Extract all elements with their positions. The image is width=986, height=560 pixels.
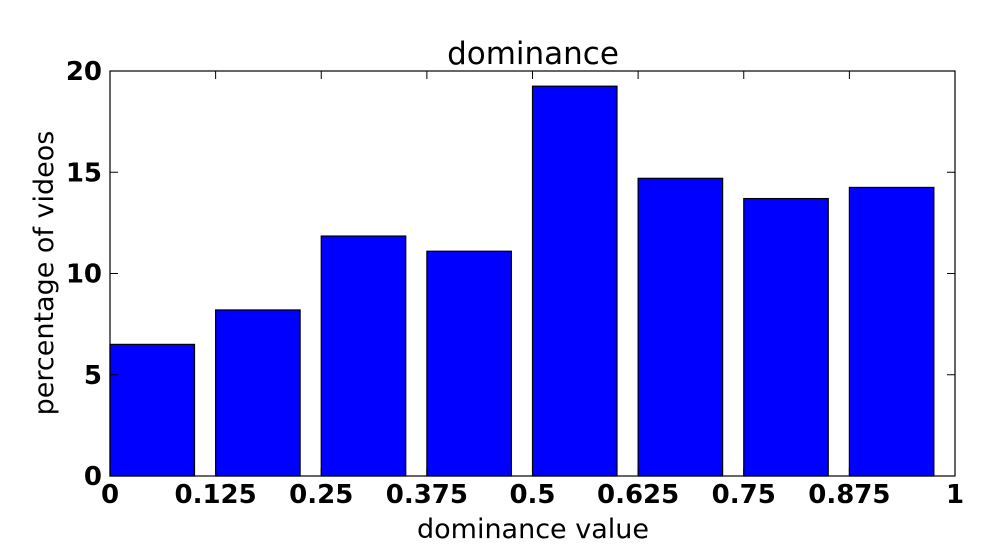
bar-7 (848, 186, 935, 477)
x-tick-label-0: 0 (101, 480, 119, 510)
chart-title: dominance (447, 36, 619, 72)
bars-group (109, 85, 935, 477)
y-tick-label-0: 0 (84, 462, 102, 492)
y-tick-label-1: 5 (84, 361, 102, 391)
bar-5 (637, 177, 724, 477)
bar-3 (426, 250, 512, 477)
bar-6 (743, 197, 829, 477)
x-tick-label-5: 0.625 (597, 480, 679, 510)
y-tick-label-4: 20 (66, 57, 102, 87)
x-tick-label-6: 0.75 (712, 480, 776, 510)
y-axis: 0 5 10 15 20 (66, 57, 955, 492)
bar-2 (320, 235, 407, 477)
bar-1 (215, 309, 301, 477)
x-tick-label-8: 1 (946, 480, 964, 510)
y-tick-label-2: 10 (66, 260, 102, 290)
x-tick-label-1: 0.125 (175, 480, 257, 510)
y-tick-label-3: 15 (66, 158, 102, 188)
x-tick-label-4: 0.5 (509, 480, 555, 510)
x-axis-label: dominance value (417, 514, 649, 545)
y-axis-label: percentage of videos (29, 131, 60, 416)
x-axis: 0 0.125 0.25 0.375 0.5 0.625 0.75 0.875 1 (101, 71, 964, 510)
x-tick-label-3: 0.375 (386, 480, 468, 510)
bar-0 (109, 343, 196, 477)
x-tick-label-2: 0.25 (289, 480, 353, 510)
x-tick-label-7: 0.875 (808, 480, 890, 510)
bar-4 (531, 85, 618, 477)
